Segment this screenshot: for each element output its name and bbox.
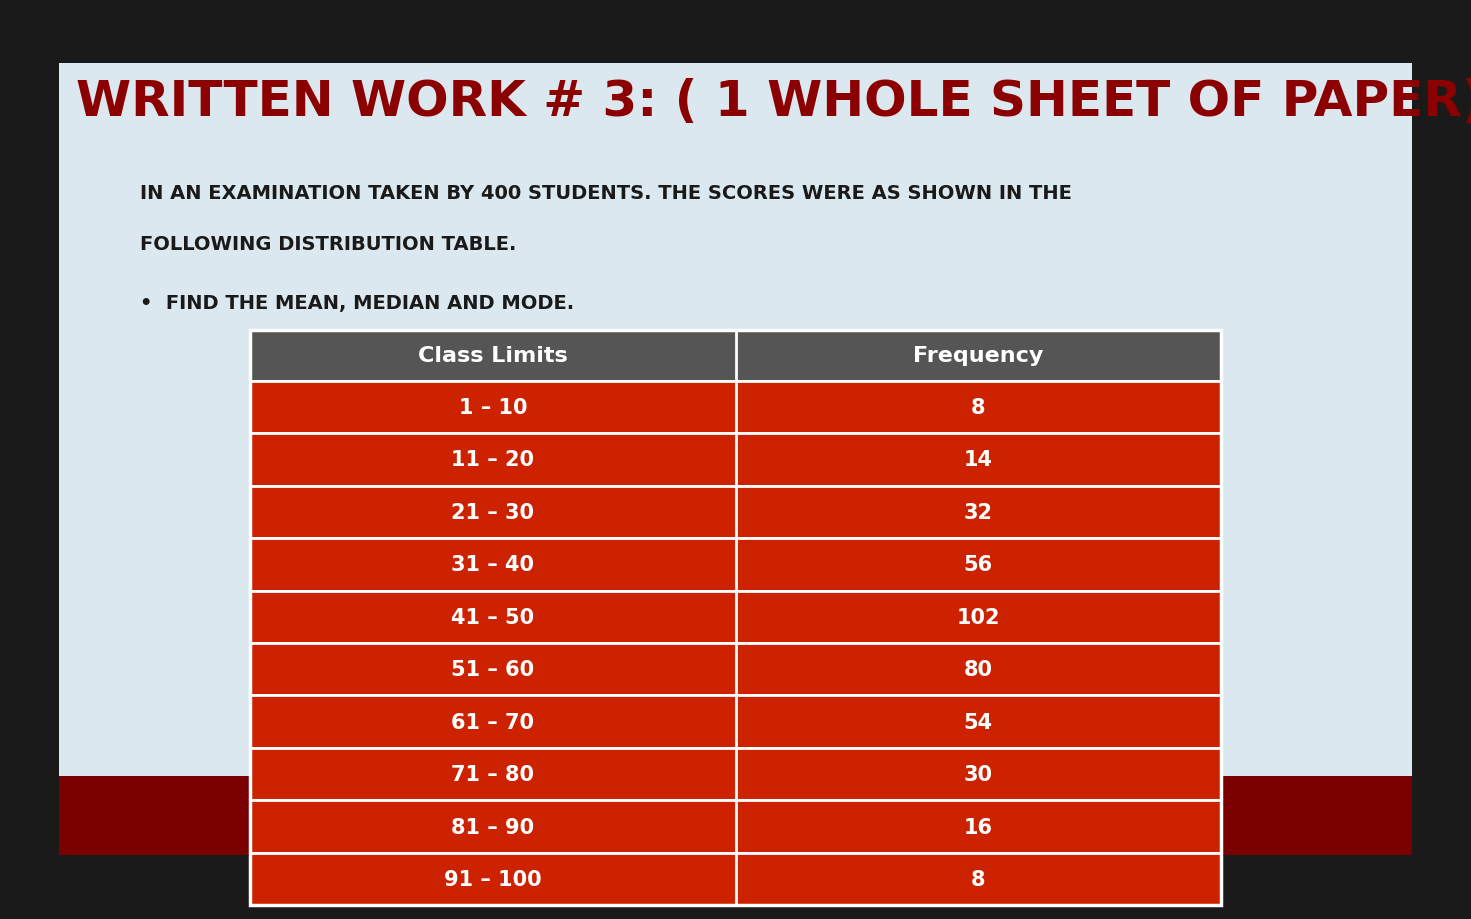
Text: 41 – 50: 41 – 50 (452, 607, 534, 627)
Text: 14: 14 (964, 450, 993, 470)
Text: 11 – 20: 11 – 20 (452, 450, 534, 470)
Text: 91 – 100: 91 – 100 (444, 869, 541, 889)
Text: 16: 16 (964, 817, 993, 836)
Text: FOLLOWING DISTRIBUTION TABLE.: FOLLOWING DISTRIBUTION TABLE. (140, 234, 516, 254)
Text: Frequency: Frequency (913, 346, 1043, 366)
Text: 1 – 10: 1 – 10 (459, 398, 527, 417)
FancyBboxPatch shape (250, 853, 1221, 905)
Text: 80: 80 (964, 660, 993, 679)
Text: 30: 30 (964, 765, 993, 784)
Text: 32: 32 (964, 503, 993, 522)
Text: IN AN EXAMINATION TAKEN BY 400 STUDENTS. THE SCORES WERE AS SHOWN IN THE: IN AN EXAMINATION TAKEN BY 400 STUDENTS.… (140, 184, 1071, 203)
FancyBboxPatch shape (250, 539, 1221, 591)
FancyBboxPatch shape (250, 748, 1221, 800)
Text: 51 – 60: 51 – 60 (452, 660, 534, 679)
Text: •  FIND THE MEAN, MEDIAN AND MODE.: • FIND THE MEAN, MEDIAN AND MODE. (140, 294, 574, 313)
Text: 8: 8 (971, 869, 986, 889)
Text: Class Limits: Class Limits (418, 346, 568, 366)
Text: 56: 56 (964, 555, 993, 574)
Text: 61 – 70: 61 – 70 (452, 712, 534, 732)
FancyBboxPatch shape (59, 777, 1412, 855)
FancyBboxPatch shape (250, 696, 1221, 748)
FancyBboxPatch shape (59, 64, 1412, 855)
FancyBboxPatch shape (250, 800, 1221, 853)
FancyBboxPatch shape (250, 381, 1221, 434)
FancyBboxPatch shape (250, 486, 1221, 539)
Text: 31 – 40: 31 – 40 (452, 555, 534, 574)
FancyBboxPatch shape (250, 434, 1221, 486)
Text: WRITTEN WORK # 3: ( 1 WHOLE SHEET OF PAPER): WRITTEN WORK # 3: ( 1 WHOLE SHEET OF PAP… (76, 78, 1471, 126)
FancyBboxPatch shape (250, 591, 1221, 643)
Text: 81 – 90: 81 – 90 (452, 817, 534, 836)
Text: 102: 102 (956, 607, 1000, 627)
Text: 8: 8 (971, 398, 986, 417)
Text: 54: 54 (964, 712, 993, 732)
Text: 71 – 80: 71 – 80 (452, 765, 534, 784)
FancyBboxPatch shape (250, 643, 1221, 696)
FancyBboxPatch shape (250, 331, 1221, 381)
Text: 21 – 30: 21 – 30 (452, 503, 534, 522)
